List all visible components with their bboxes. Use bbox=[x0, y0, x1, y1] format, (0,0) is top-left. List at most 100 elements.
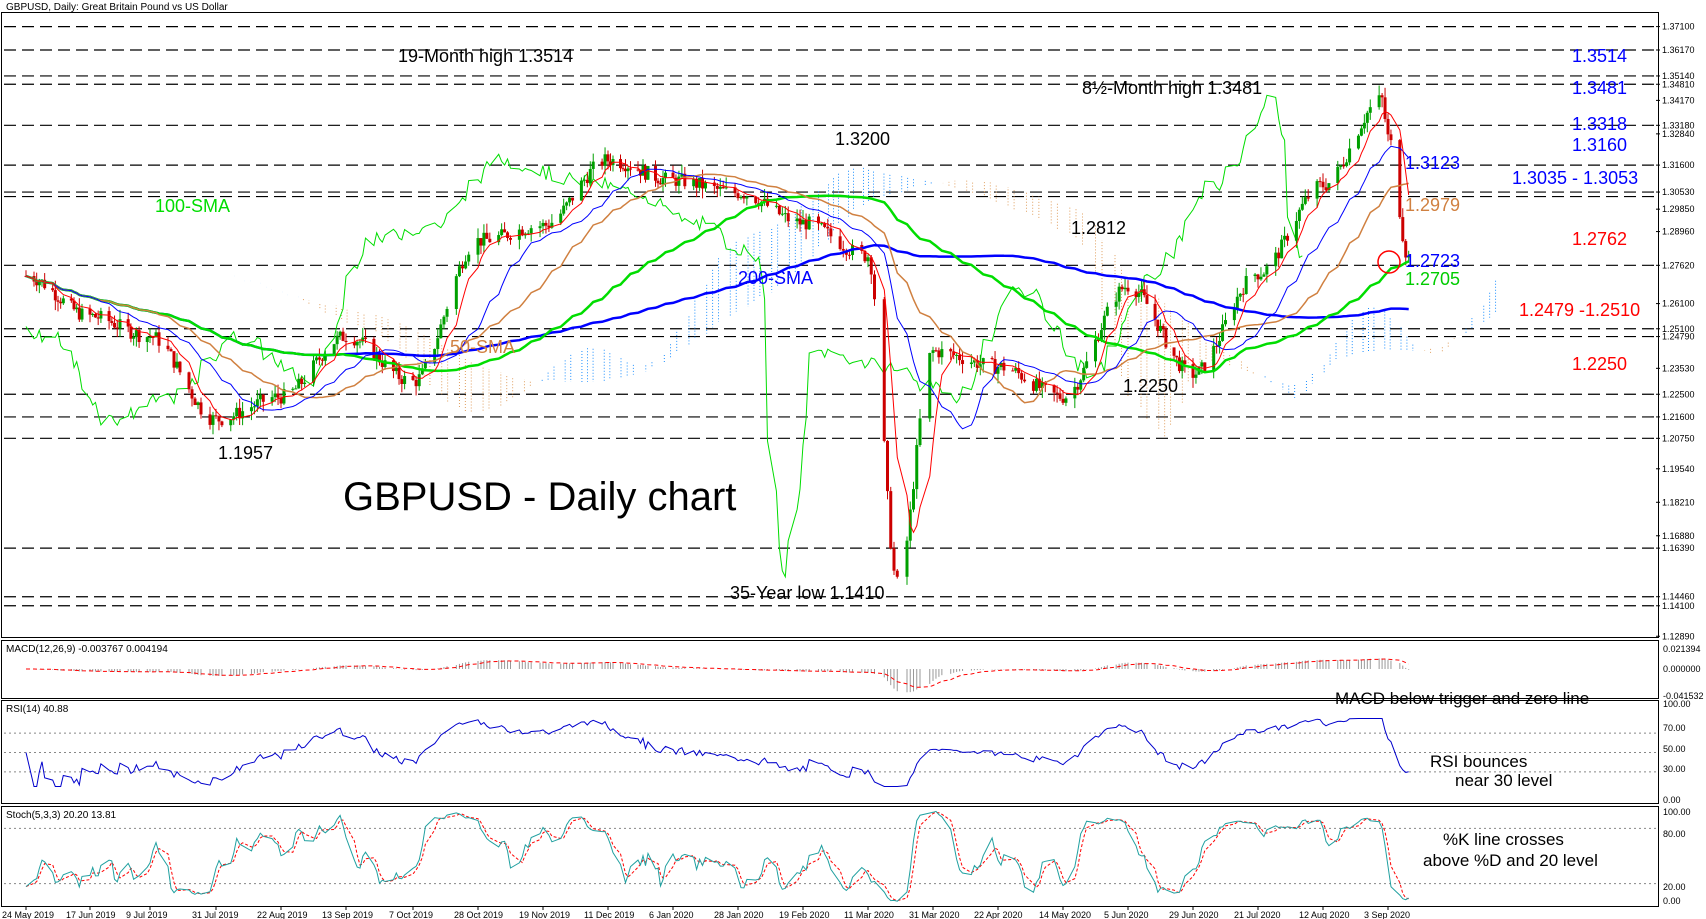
candle-body bbox=[1265, 266, 1269, 275]
candle-body bbox=[241, 411, 245, 419]
candle-body bbox=[659, 183, 662, 185]
kijun-line bbox=[25, 145, 1410, 430]
candle-body bbox=[88, 308, 92, 315]
candle-body bbox=[931, 350, 935, 353]
candle-body bbox=[323, 354, 327, 361]
candle-body bbox=[591, 161, 595, 169]
candle-body bbox=[766, 198, 770, 206]
candle-body bbox=[261, 394, 265, 402]
candle-body bbox=[132, 336, 136, 339]
candle-body bbox=[644, 165, 647, 180]
candle-body bbox=[990, 358, 994, 360]
candle-body bbox=[35, 281, 39, 286]
candle-body bbox=[341, 331, 345, 341]
price-tick-label: 1.36170 bbox=[1662, 45, 1695, 55]
candle-body bbox=[1300, 203, 1304, 210]
candle-body bbox=[892, 548, 896, 571]
candle-body bbox=[417, 374, 421, 387]
candle-body bbox=[1362, 122, 1366, 129]
candle-body bbox=[235, 407, 239, 417]
rsi-tick-100: 100.00 bbox=[1663, 699, 1691, 709]
candle-body bbox=[457, 266, 461, 277]
candle-body bbox=[671, 172, 675, 178]
candle-body bbox=[500, 229, 504, 236]
candle-body bbox=[579, 180, 583, 201]
candle-body bbox=[1161, 325, 1165, 329]
candle-body bbox=[1359, 128, 1363, 136]
candle-body bbox=[436, 338, 440, 349]
candle-body bbox=[798, 218, 802, 225]
candle-body bbox=[317, 357, 321, 360]
candle-body bbox=[838, 236, 842, 249]
candle-body bbox=[841, 248, 845, 251]
candle-body bbox=[1221, 324, 1225, 341]
date-tick-label: 14 May 2020 bbox=[1039, 910, 1091, 919]
candle-body bbox=[1172, 347, 1176, 356]
candle-body bbox=[1137, 292, 1141, 298]
candle-body bbox=[190, 389, 194, 399]
candle-body bbox=[715, 185, 719, 189]
candle-body bbox=[795, 218, 799, 222]
macd-header: MACD(12,26,9) -0.003767 0.004194 bbox=[6, 644, 168, 655]
candle-body bbox=[1020, 373, 1024, 380]
candle-body bbox=[509, 237, 512, 240]
right-label-1-2762: 1.2762 bbox=[1572, 229, 1627, 249]
date-axis: 24 May 2019 17 Jun 2019 9 Jul 2019 31 Jul 2… bbox=[2, 906, 1410, 919]
candle-body bbox=[258, 394, 262, 400]
candle-body bbox=[169, 349, 173, 352]
candle-body bbox=[56, 300, 60, 302]
candle-body bbox=[358, 341, 362, 343]
label-50-sma: 50-SMA bbox=[450, 337, 515, 357]
candle-body bbox=[955, 354, 959, 356]
candle-body bbox=[400, 379, 404, 384]
candle-body bbox=[996, 367, 1000, 374]
stoch-header: Stoch(5,3,3) 20.20 13.81 bbox=[6, 810, 117, 821]
candle-body bbox=[1094, 339, 1097, 362]
candle-body bbox=[335, 335, 339, 345]
candle-body bbox=[154, 332, 158, 338]
candle-body bbox=[934, 350, 938, 352]
candle-body bbox=[380, 362, 384, 367]
candle-body bbox=[1306, 197, 1310, 199]
candle-body bbox=[683, 173, 687, 187]
candle-body bbox=[1183, 360, 1187, 365]
price-tick-label: 1.20750 bbox=[1662, 433, 1695, 443]
candle-body bbox=[692, 178, 696, 187]
candle-body bbox=[695, 178, 699, 188]
candle-body bbox=[1283, 235, 1287, 240]
candle-body bbox=[115, 327, 119, 329]
macd-signal-line bbox=[26, 658, 1409, 688]
candle-body bbox=[1040, 382, 1044, 389]
candle-body bbox=[866, 257, 870, 262]
candle-body bbox=[175, 361, 179, 368]
candle-body bbox=[1256, 274, 1260, 280]
candle-body bbox=[134, 330, 138, 337]
candle-body bbox=[113, 322, 117, 328]
tenkan-line bbox=[25, 111, 1410, 534]
candle-body bbox=[588, 168, 592, 184]
candle-body bbox=[704, 182, 707, 189]
right-label-1-3160: 1.3160 bbox=[1572, 135, 1627, 155]
candle-body bbox=[249, 407, 253, 412]
candle-body bbox=[1277, 252, 1281, 259]
candle-body bbox=[661, 177, 665, 185]
price-tick-label: 1.16880 bbox=[1662, 531, 1695, 541]
candle-body bbox=[214, 415, 218, 417]
candle-body bbox=[1105, 306, 1109, 316]
rsi-tick-70: 70.00 bbox=[1663, 723, 1686, 733]
candle-body bbox=[297, 378, 301, 389]
candle-body bbox=[568, 197, 572, 203]
candle-body bbox=[145, 337, 149, 343]
candle-body bbox=[61, 298, 65, 304]
candle-body bbox=[391, 360, 395, 372]
candle-body bbox=[344, 340, 348, 342]
rsi-header: RSI(14) 40.88 bbox=[6, 704, 69, 715]
candle-body bbox=[1120, 286, 1124, 290]
candle-body bbox=[1061, 398, 1065, 403]
candle-body bbox=[1212, 345, 1216, 372]
main-header: GBPUSD, Daily: Great Britain Pound vs US… bbox=[6, 2, 228, 13]
candle-body bbox=[912, 489, 915, 510]
candle-body bbox=[739, 196, 743, 199]
